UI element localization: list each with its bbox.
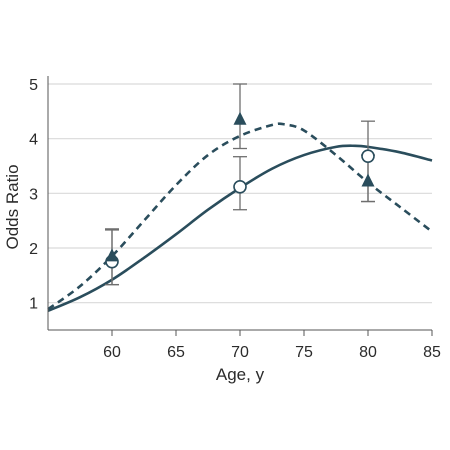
y-tick-label: 5	[29, 77, 38, 94]
data-point-triangle	[105, 248, 119, 262]
y-tick-label: 3	[29, 186, 38, 203]
x-tick-label: 65	[167, 344, 185, 361]
y-tick-labels: 1 2 3 4 5	[29, 77, 38, 313]
y-tick-label: 2	[29, 241, 38, 258]
data-point-triangle	[361, 173, 375, 187]
data-point-circle	[361, 149, 375, 163]
marker-layer	[105, 111, 375, 269]
x-tick-label: 60	[103, 344, 121, 361]
x-tick-label: 80	[359, 344, 377, 361]
data-point-triangle	[233, 111, 247, 125]
curve-layer	[47, 122, 433, 313]
x-tick-label: 85	[423, 344, 441, 361]
x-axis-title: Age, y	[216, 365, 265, 384]
dashed-fit-curve	[47, 122, 433, 311]
x-tick-label: 70	[231, 344, 249, 361]
solid-fit-curve	[47, 144, 433, 313]
y-axis-title: Odds Ratio	[3, 164, 22, 249]
x-tick-labels: 60 65 70 75 80 85	[103, 330, 441, 361]
data-point-circle	[233, 179, 247, 194]
y-tick-label: 4	[29, 132, 38, 149]
y-tick-label: 1	[29, 296, 38, 313]
x-tick-label: 75	[295, 344, 313, 361]
